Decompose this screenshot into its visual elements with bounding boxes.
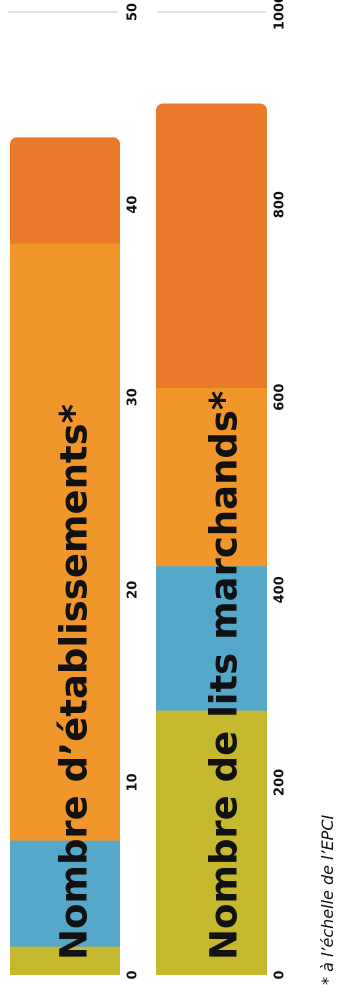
tick-label: 0 <box>126 970 141 979</box>
tick-label: 40 <box>126 196 141 214</box>
tick-label: 400 <box>273 576 288 603</box>
bar-segment-4 <box>156 103 267 389</box>
tick-label: 1000 <box>273 0 288 30</box>
tick-label: 20 <box>126 581 141 599</box>
bar-segment-3 <box>156 387 267 567</box>
bar-segment-1 <box>10 946 120 975</box>
tick-label: 200 <box>273 769 288 796</box>
tick-label: 0 <box>273 970 288 979</box>
chart-title: Nombre de lits marchands* <box>203 391 246 960</box>
bar-segment-1 <box>156 710 267 975</box>
footnote: * à l’échelle de l’EPCI <box>318 815 337 986</box>
bar-segment-3 <box>10 243 120 841</box>
bar-segment-2 <box>156 565 267 711</box>
tick-label: 50 <box>126 3 141 21</box>
tick-label: 30 <box>126 388 141 406</box>
chart-etablissements: 0 10 20 30 40 50 Nombre d’établissements* <box>8 3 141 980</box>
bar-segment-2 <box>10 840 120 947</box>
chart-lits-marchands: 0 200 400 600 800 1000 Nombre de lits marchand… <box>156 0 288 980</box>
tick-label: 800 <box>273 191 288 218</box>
tick-label: 10 <box>126 773 141 791</box>
chart-title: Nombre d’établissements* <box>53 404 96 960</box>
bar-segment-4 <box>10 137 120 244</box>
tick-label: 600 <box>273 384 288 411</box>
